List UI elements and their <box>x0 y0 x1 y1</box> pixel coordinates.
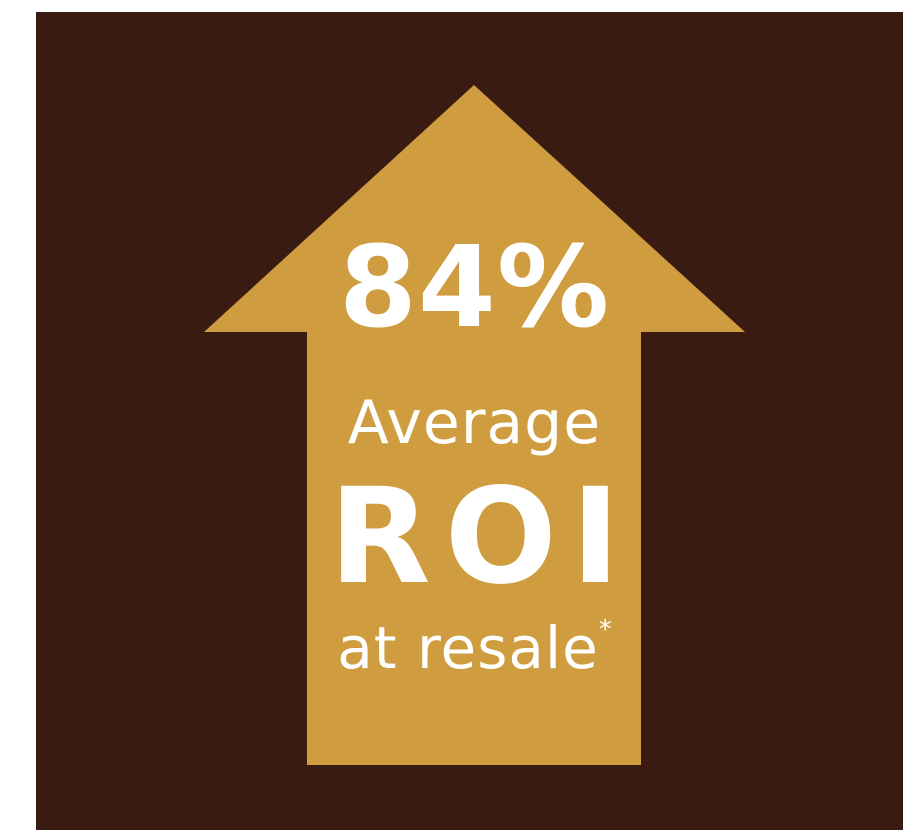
up-arrow-shape <box>204 85 745 765</box>
stat-value: 84% <box>338 223 611 353</box>
metric-label: ROI <box>329 460 634 614</box>
footnote-marker: * <box>598 615 612 645</box>
stat-line: Average <box>347 388 602 458</box>
context-line: at resale* <box>307 617 642 677</box>
context-text: at resale <box>337 614 599 682</box>
